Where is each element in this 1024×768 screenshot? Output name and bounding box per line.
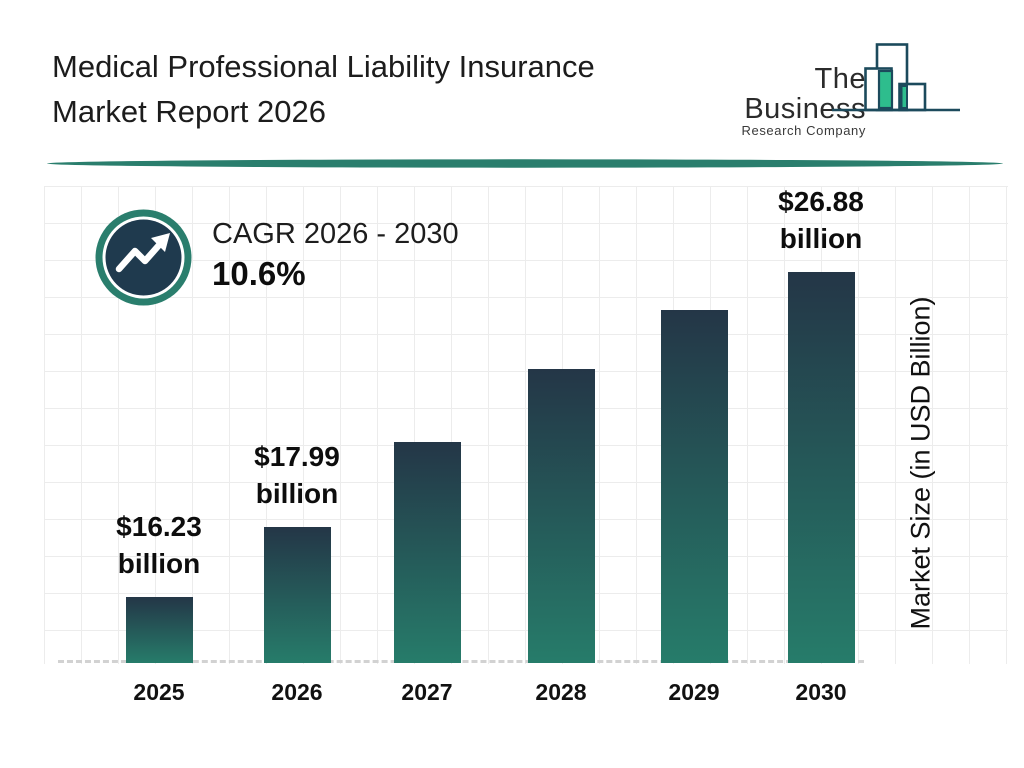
bar-2029: [660, 310, 728, 663]
x-tick-2028: 2028: [535, 679, 587, 705]
logo-company-tagline: Research Company: [741, 123, 866, 138]
cagr-annotation: CAGR 2026 - 2030 10.6%: [212, 217, 459, 293]
bar-2026: [263, 527, 331, 663]
page-title-line1: Medical Professional Liability Insurance: [52, 49, 595, 84]
x-tick-2030: 2030: [795, 679, 847, 705]
x-tick-2029: 2029: [668, 679, 720, 705]
value-label-2026: $17.99 billion: [187, 438, 407, 512]
y-axis-label: Market Size (in USD Billion): [905, 296, 936, 630]
value-label-2030: $26.88 billion: [711, 183, 931, 257]
bar-2030: [787, 272, 855, 663]
page-title: Medical Professional Liability Insurance…: [52, 44, 732, 134]
cagr-value: 10.6%: [212, 255, 306, 292]
bar-2028: [527, 369, 595, 663]
chart-baseline: [58, 660, 864, 663]
page-title-line2: Market Report 2026: [52, 94, 326, 129]
logo-bar-chart-icon: [832, 43, 960, 112]
value-amount: $17.99: [254, 441, 340, 472]
x-tick-2025: 2025: [133, 679, 185, 705]
value-amount: $16.23: [116, 511, 202, 542]
value-label-2025: $16.23 billion: [49, 508, 269, 582]
value-unit: billion: [117, 548, 201, 579]
bar-2027: [393, 442, 461, 663]
section-divider: [47, 159, 1003, 168]
value-amount: $26.88: [778, 186, 864, 217]
x-tick-2027: 2027: [401, 679, 453, 705]
value-unit: billion: [255, 478, 339, 509]
bar-2025: [125, 597, 193, 663]
value-unit: billion: [779, 223, 863, 254]
x-tick-2026: 2026: [271, 679, 323, 705]
cagr-label: CAGR 2026 - 2030: [212, 218, 459, 250]
trending-up-icon: [95, 209, 192, 306]
